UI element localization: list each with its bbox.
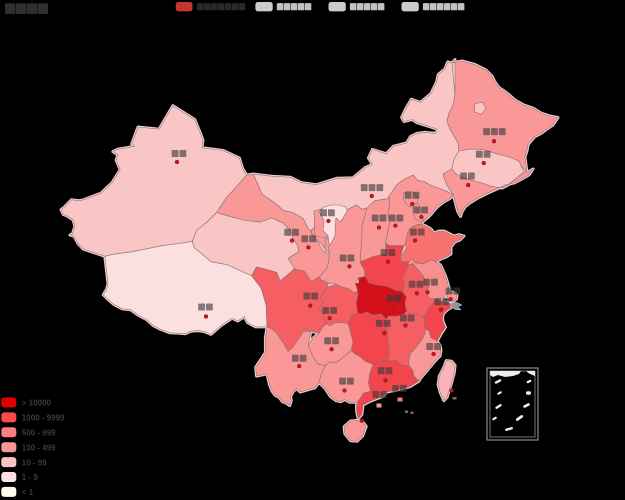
svg-text:100 - 499: 100 - 499 — [22, 443, 56, 452]
svg-text:10 - 99: 10 - 99 — [22, 458, 47, 467]
svg-text:< 1: < 1 — [22, 488, 34, 497]
svg-text:> 10000: > 10000 — [22, 399, 52, 408]
svg-text:1000 - 9999: 1000 - 9999 — [22, 414, 65, 423]
svg-text:500 - 999: 500 - 999 — [22, 429, 56, 438]
svg-text:1 - 9: 1 - 9 — [22, 473, 39, 482]
